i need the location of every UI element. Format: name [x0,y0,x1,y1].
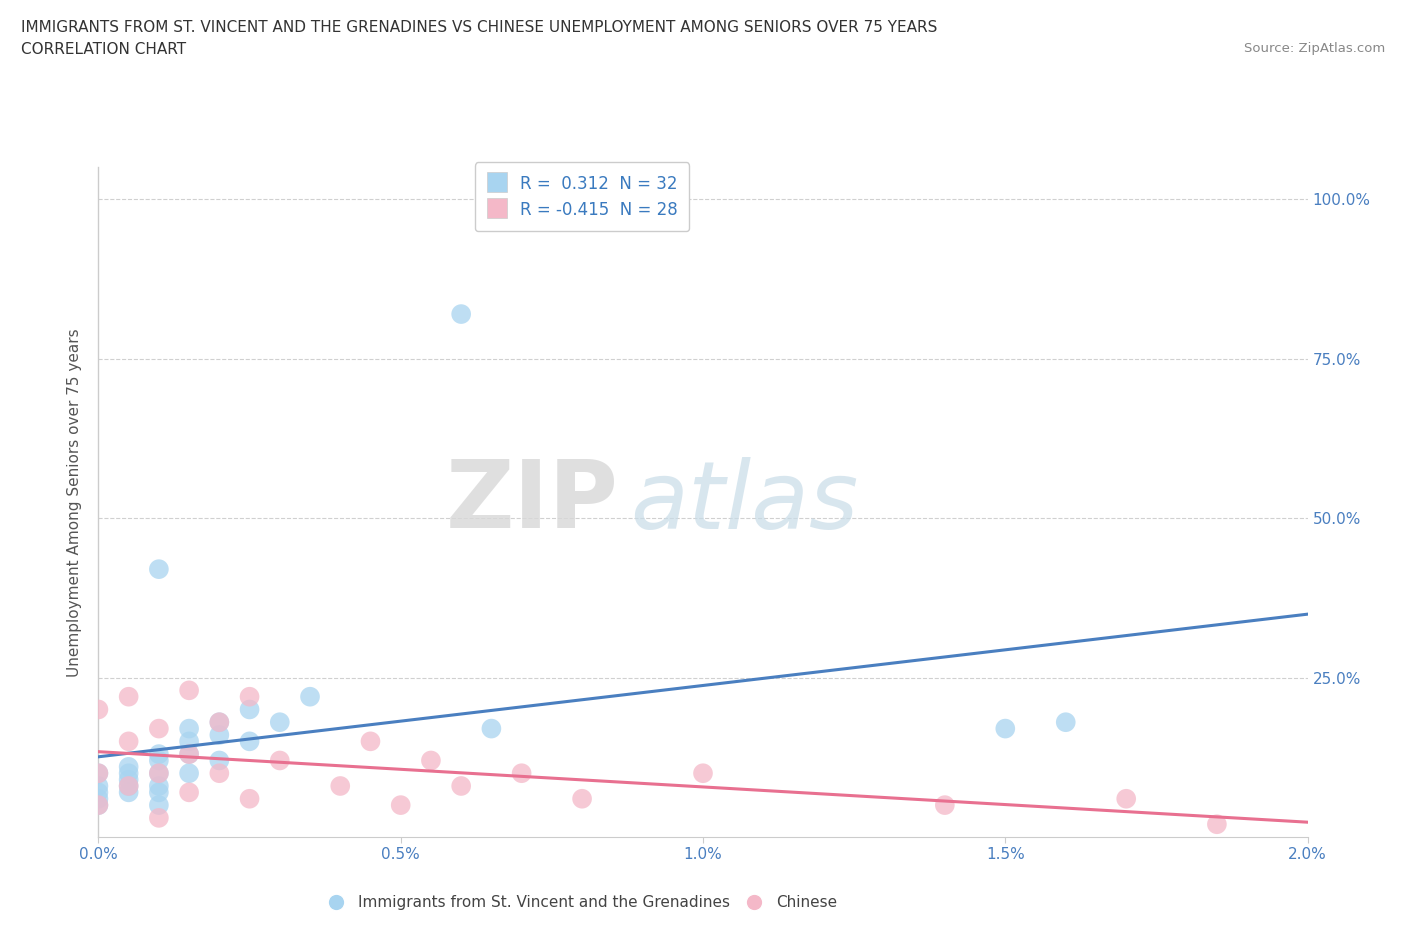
Point [87,785,110,800]
Point [148,562,170,577]
Point [118,760,141,775]
Point [208,715,231,730]
Point [87,765,110,780]
Point [420,753,443,768]
Point [481,721,503,736]
Point [179,747,201,762]
Point [239,702,262,717]
Legend: Immigrants from St. Vincent and the Grenadines, Chinese: Immigrants from St. Vincent and the Gren… [321,889,844,916]
Text: ZIP: ZIP [446,457,619,548]
Point [208,765,231,780]
Point [148,778,170,793]
Point [208,753,231,768]
Y-axis label: Unemployment Among Seniors over 75 years: Unemployment Among Seniors over 75 years [67,328,83,676]
Point [450,307,472,322]
Point [148,765,170,780]
Point [148,753,170,768]
Point [269,753,291,768]
Point [510,765,533,780]
Point [118,785,141,800]
Point [87,778,110,793]
Point [571,791,593,806]
Point [1054,715,1077,730]
Point [208,727,231,742]
Point [1206,817,1229,831]
Point [389,798,412,813]
Point [87,765,110,780]
Point [118,778,141,793]
Point [179,734,201,749]
Point [118,765,141,780]
Point [450,778,472,793]
Point [329,778,352,793]
Point [118,734,141,749]
Point [269,715,291,730]
Point [179,721,201,736]
Point [934,798,956,813]
Point [118,778,141,793]
Point [179,765,201,780]
Point [118,772,141,787]
Point [179,683,201,698]
Point [118,689,141,704]
Text: atlas: atlas [630,457,859,548]
Point [179,785,201,800]
Text: CORRELATION CHART: CORRELATION CHART [21,42,186,57]
Point [148,810,170,825]
Text: Source: ZipAtlas.com: Source: ZipAtlas.com [1244,42,1385,55]
Point [148,785,170,800]
Point [360,734,382,749]
Point [239,734,262,749]
Point [1115,791,1137,806]
Point [87,798,110,813]
Point [239,791,262,806]
Text: IMMIGRANTS FROM ST. VINCENT AND THE GRENADINES VS CHINESE UNEMPLOYMENT AMONG SEN: IMMIGRANTS FROM ST. VINCENT AND THE GREN… [21,20,938,35]
Point [208,715,231,730]
Point [87,791,110,806]
Point [692,765,714,780]
Point [87,798,110,813]
Point [87,702,110,717]
Point [994,721,1017,736]
Point [299,689,322,704]
Point [148,721,170,736]
Point [148,747,170,762]
Point [148,798,170,813]
Point [239,689,262,704]
Point [179,747,201,762]
Point [148,765,170,780]
